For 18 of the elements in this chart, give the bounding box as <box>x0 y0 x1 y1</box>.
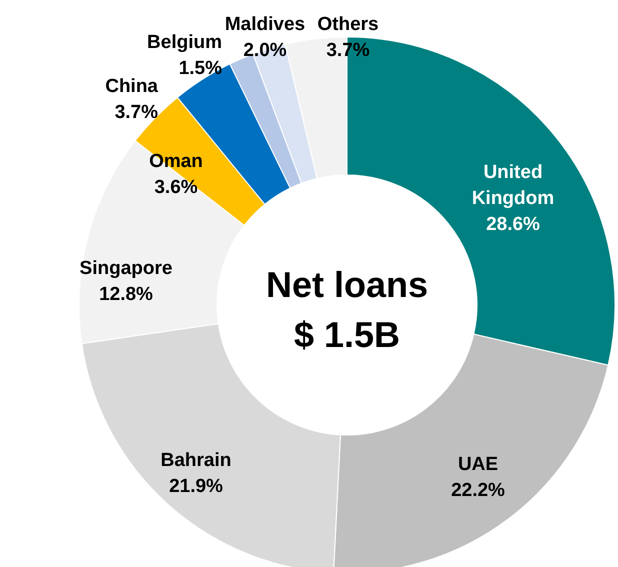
data-label: 22.2% <box>451 480 506 501</box>
slice-label: Belgium <box>147 32 222 53</box>
slice-label: Bahrain <box>160 450 232 471</box>
text: Net loans <box>266 264 428 305</box>
slice-label: China <box>105 76 158 97</box>
data-label: 2.0% <box>243 40 287 61</box>
data-label: 21.9% <box>169 476 224 497</box>
text: $ 1.5B <box>294 314 400 355</box>
data-label: 28.6% <box>486 214 540 235</box>
data-label: 3.6% <box>154 177 198 198</box>
slice-label: Singapore <box>80 258 172 279</box>
slice-label: Maldives <box>224 14 306 35</box>
slice-label: United Kingdom <box>472 162 554 209</box>
data-label: 12.8% <box>99 284 154 305</box>
data-label: 3.7% <box>114 102 158 123</box>
slice-label: UAE <box>458 454 498 475</box>
slice-label: Others <box>317 14 379 35</box>
data-label: 1.5% <box>178 58 222 79</box>
